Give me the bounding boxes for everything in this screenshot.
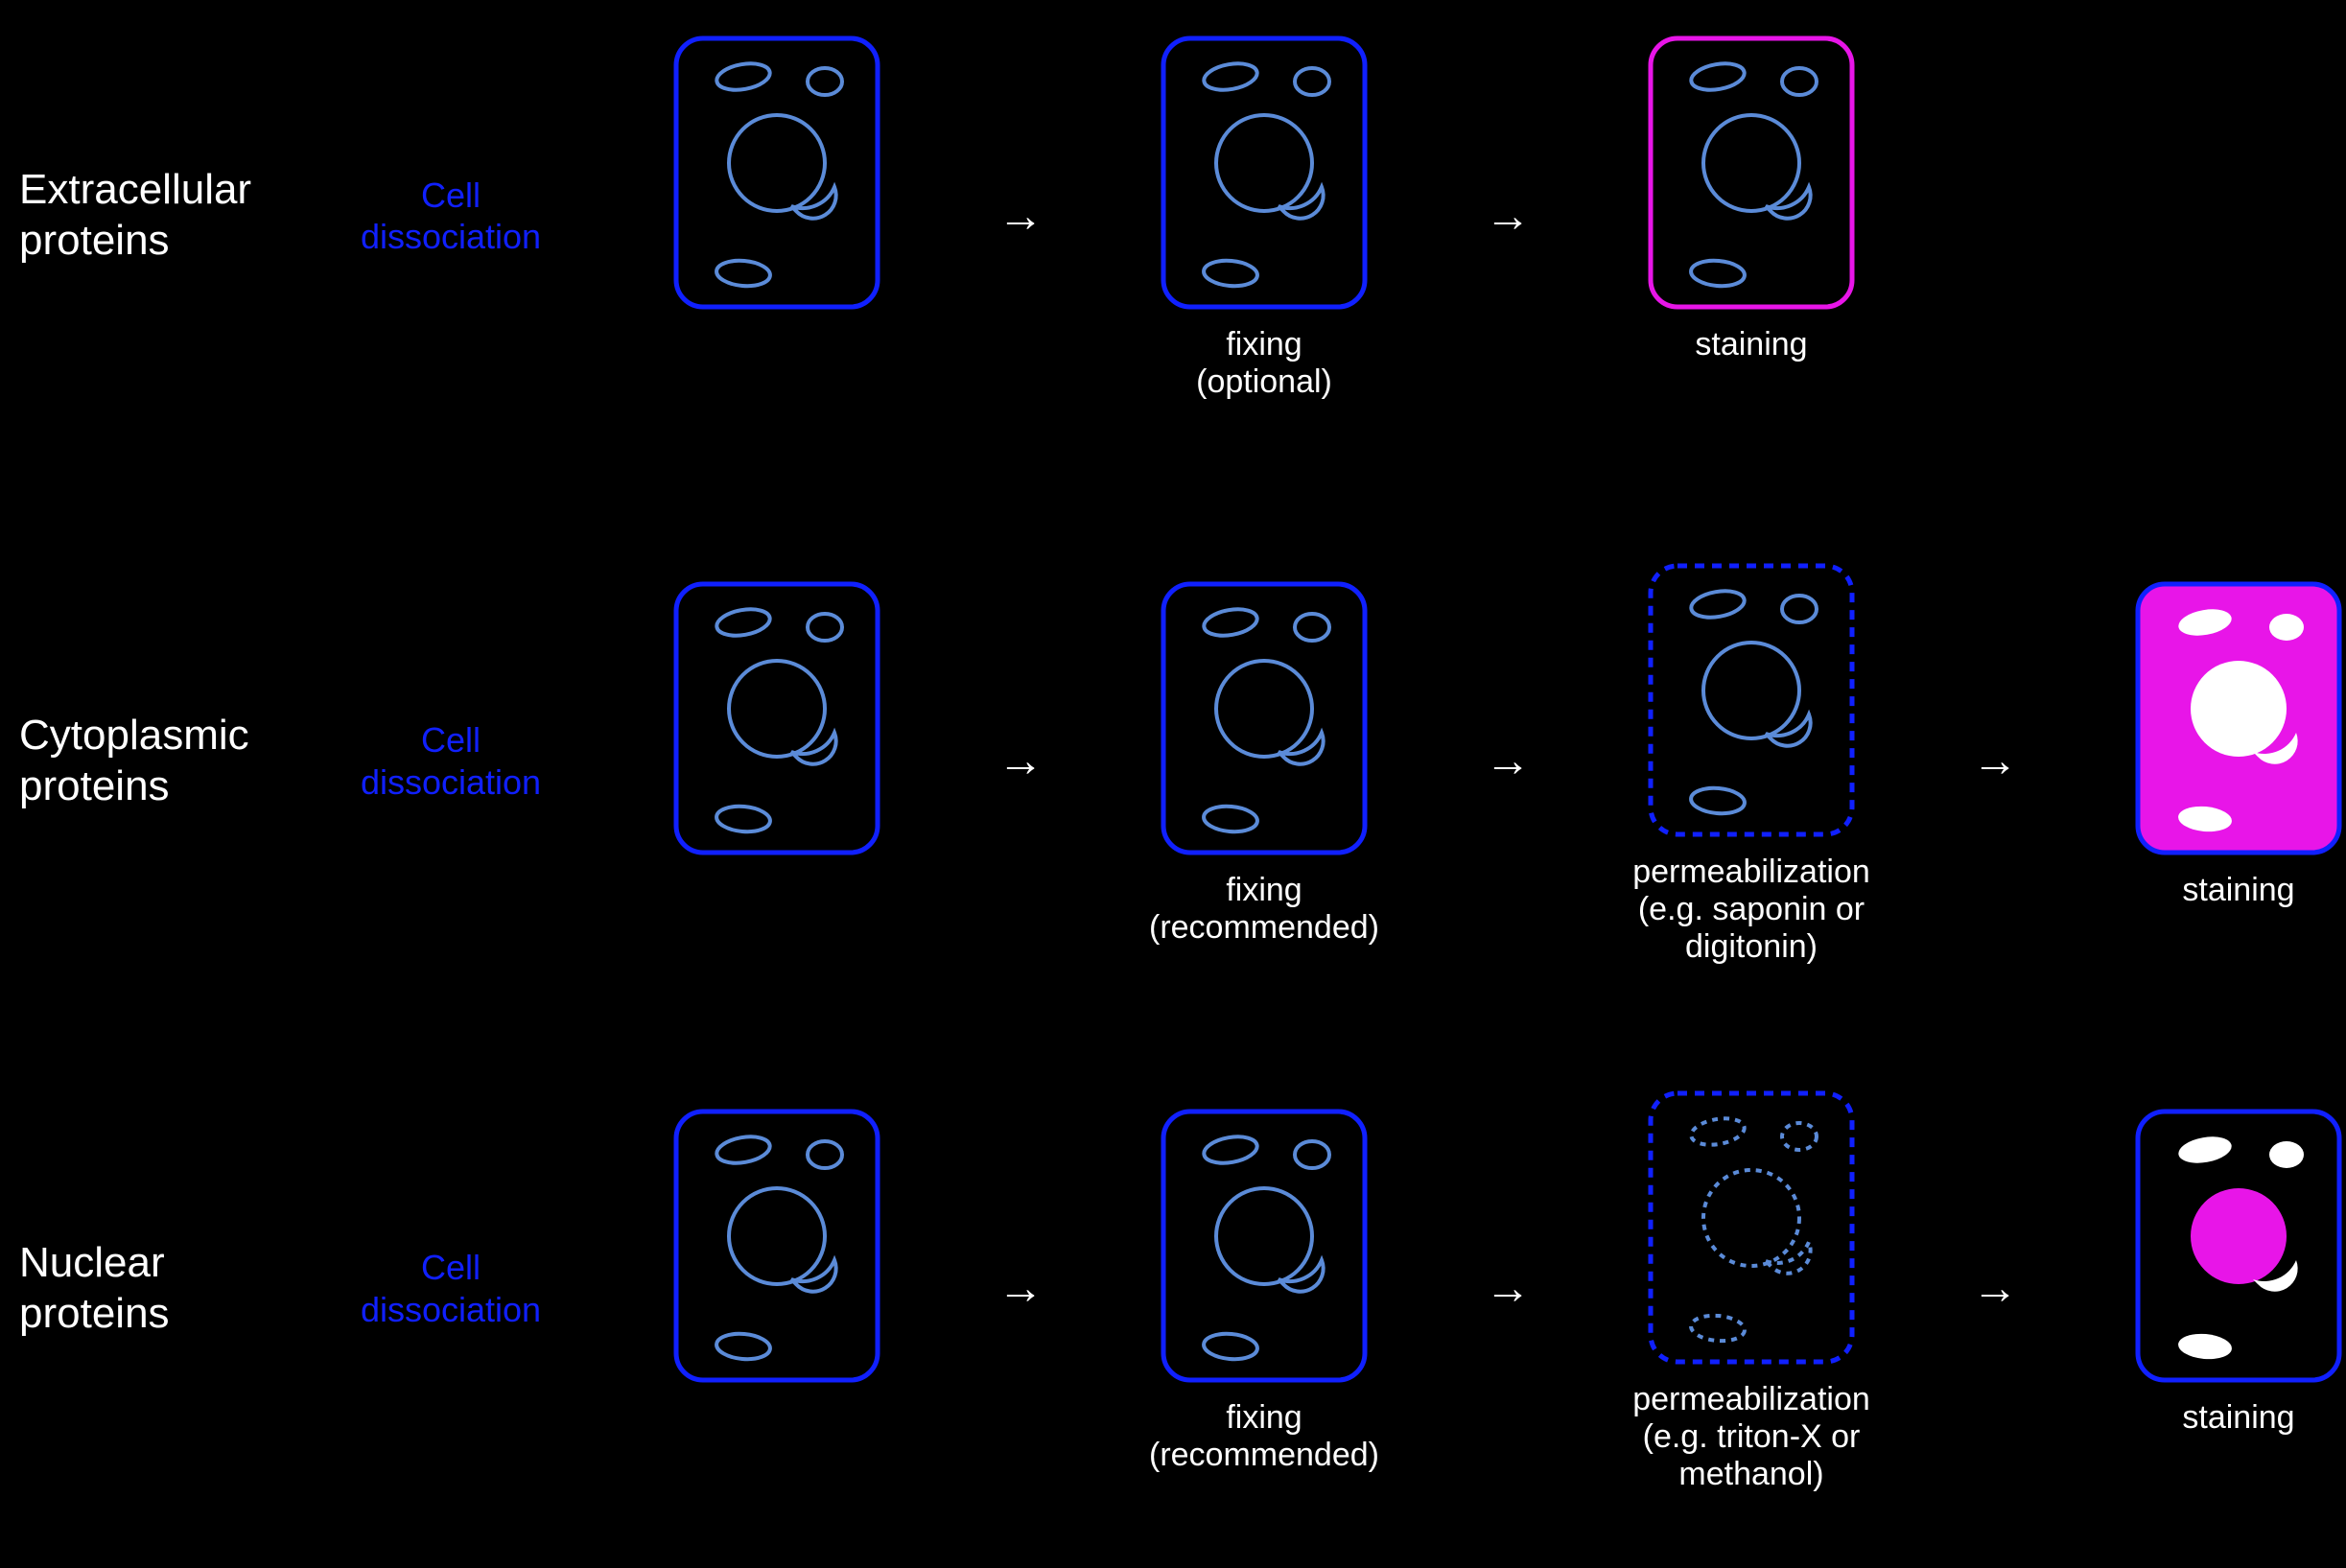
arrow-icon: → [997, 190, 1044, 243]
cell-icon [1154, 1102, 1374, 1390]
cell-icon [2128, 574, 2346, 862]
arrow-icon: → [1485, 1262, 1531, 1315]
workflow-row-nuclear: Nuclear proteins Cell dissociation → fixing… [19, 1084, 2346, 1493]
cell-step: staining [2076, 574, 2346, 948]
workflow-row-extracellular: Extracellular proteins Cell dissociation →… [19, 29, 1914, 403]
cell-step: staining [1588, 29, 1914, 403]
cell-step: fixing(recommended) [1101, 1102, 1427, 1476]
arrow-icon: → [1972, 735, 2018, 787]
cell-step [614, 1102, 940, 1476]
cell-icon [1641, 1084, 1862, 1371]
cell-step: permeabilization(e.g. saponin or digiton… [1588, 556, 1914, 966]
cell-icon [1641, 556, 1862, 844]
row-label: Cytoplasmic proteins [19, 711, 288, 812]
arrow-icon: → [1972, 1262, 2018, 1315]
arrow-icon: → [997, 735, 1044, 787]
cell-step [614, 29, 940, 403]
cell-icon [667, 574, 887, 862]
arrow-icon: → [1485, 735, 1531, 787]
cell-step: fixing(recommended) [1101, 574, 1427, 948]
cell-caption: staining [2076, 872, 2346, 948]
cell-caption: fixing(recommended) [1101, 872, 1427, 948]
row-label: Extracellular proteins [19, 165, 288, 267]
cell-caption: permeabilization(e.g. triton-X or methan… [1588, 1381, 1914, 1493]
step-label: Cell dissociation [345, 1247, 556, 1329]
cell-caption: fixing(optional) [1101, 326, 1427, 403]
row-label: Nuclear proteins [19, 1238, 288, 1340]
workflow-row-cytoplasmic: Cytoplasmic proteins Cell dissociation → fi… [19, 556, 2346, 966]
cell-step: permeabilization(e.g. triton-X or methan… [1588, 1084, 1914, 1493]
step-label: Cell dissociation [345, 719, 556, 802]
cell-caption [614, 326, 940, 403]
cell-icon [1154, 574, 1374, 862]
cell-caption: fixing(recommended) [1101, 1399, 1427, 1476]
cell-caption [614, 1399, 940, 1476]
cell-icon [667, 29, 887, 316]
cell-icon [1641, 29, 1862, 316]
cell-icon [2128, 1102, 2346, 1390]
cell-step [614, 574, 940, 948]
arrow-icon: → [1485, 190, 1531, 243]
cell-icon [667, 1102, 887, 1390]
arrow-icon: → [997, 1262, 1044, 1315]
cell-caption: staining [1588, 326, 1914, 403]
cell-step: fixing(optional) [1101, 29, 1427, 403]
cell-icon [1154, 29, 1374, 316]
step-label: Cell dissociation [345, 175, 556, 257]
cell-caption: staining [2076, 1399, 2346, 1476]
cell-step: staining [2076, 1102, 2346, 1476]
cell-caption [614, 872, 940, 948]
cell-caption: permeabilization(e.g. saponin or digiton… [1588, 854, 1914, 966]
